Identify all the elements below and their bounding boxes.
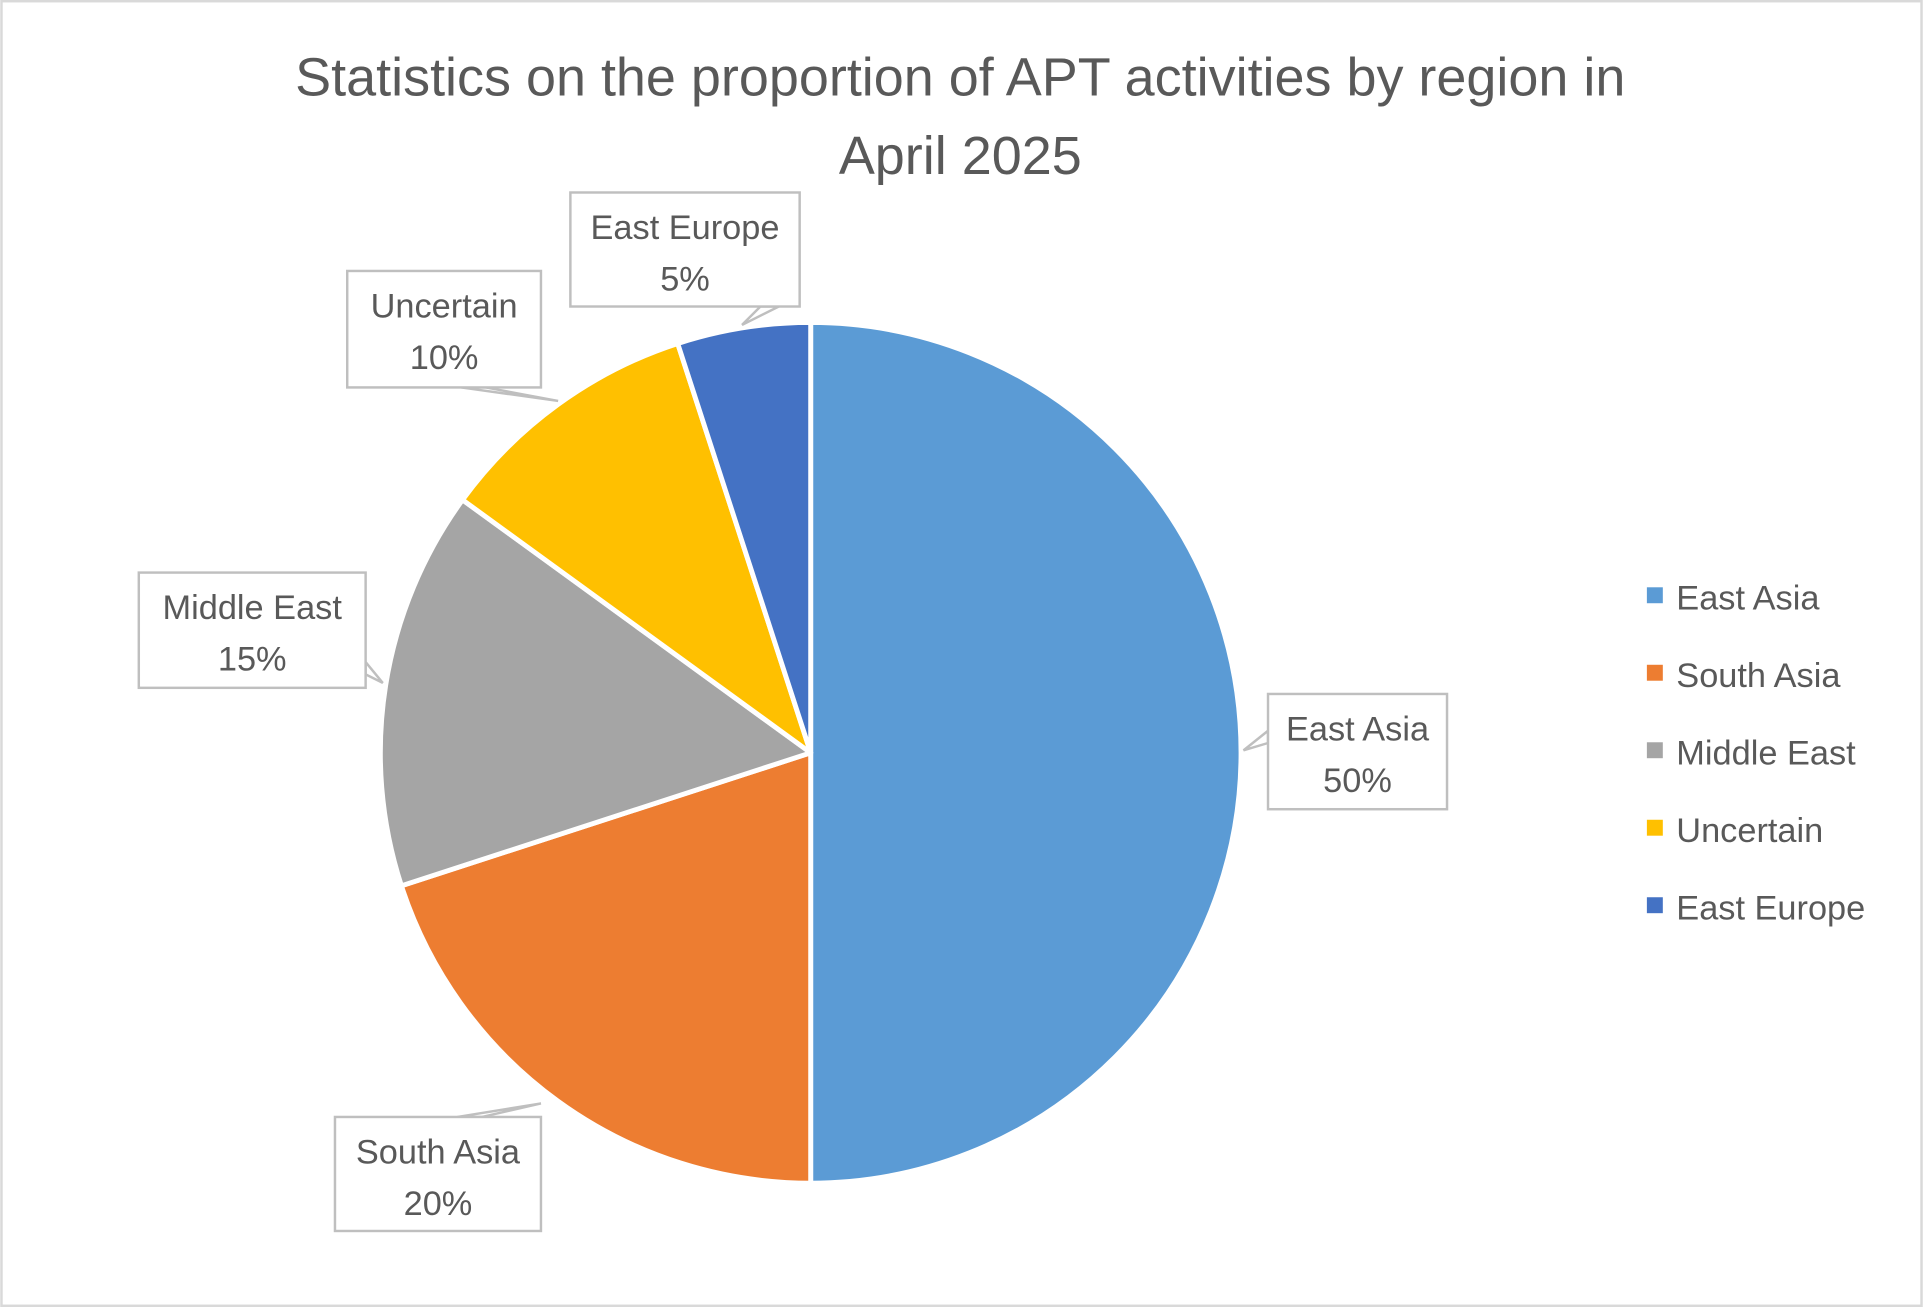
label-category: Middle East [163, 589, 343, 627]
legend-label: South Asia [1676, 657, 1841, 695]
legend-label: Uncertain [1676, 812, 1823, 850]
data-label-uncertain: Uncertain 10% [346, 269, 559, 403]
data-label-middle-east: Middle East 15% [137, 571, 384, 690]
chart-title-line-1: Statistics on the proportion of APT acti… [295, 48, 1625, 108]
legend-label: East Asia [1676, 579, 1820, 617]
legend-swatch [1646, 587, 1663, 604]
label-category: Uncertain [371, 288, 518, 326]
chart-title-line-2: April 2025 [839, 126, 1082, 186]
legend-swatch [1646, 819, 1663, 836]
legend-swatch [1646, 897, 1663, 914]
legend-label: East Europe [1676, 889, 1865, 927]
label-box [137, 571, 367, 690]
label-box [333, 1115, 543, 1233]
legend-item-east-asia: East Asia [1646, 579, 1820, 617]
label-category: East Europe [591, 209, 780, 247]
legend-swatch [1646, 664, 1663, 681]
label-percent: 20% [404, 1185, 473, 1223]
label-percent: 50% [1323, 762, 1392, 800]
pie-slice-middle-east [377, 497, 814, 889]
legend-item-east-europe: East Europe [1646, 889, 1865, 927]
legend-item-uncertain: Uncertain [1646, 812, 1823, 850]
pie-slice-east-asia [808, 320, 1244, 1186]
data-label-south-asia: South Asia 20% [333, 1102, 543, 1233]
label-category: East Asia [1286, 711, 1430, 749]
label-percent: 5% [660, 261, 710, 299]
legend-item-middle-east: Middle East [1646, 734, 1856, 772]
data-label-east-asia: East Asia 50% [1242, 692, 1449, 811]
label-percent: 10% [410, 339, 479, 377]
label-box [346, 269, 543, 389]
label-box [1266, 692, 1449, 811]
legend-label: Middle East [1676, 734, 1856, 772]
label-percent: 15% [218, 641, 287, 679]
data-label-east-europe: East Europe 5% [569, 191, 801, 327]
pie-slice-east-europe [675, 320, 814, 756]
label-category: South Asia [356, 1134, 521, 1172]
label-box [569, 191, 801, 308]
pie-slice-south-asia [398, 750, 814, 1186]
legend-swatch [1646, 742, 1663, 759]
legend-item-south-asia: South Asia [1646, 657, 1841, 695]
pie-slice-uncertain [460, 341, 814, 756]
